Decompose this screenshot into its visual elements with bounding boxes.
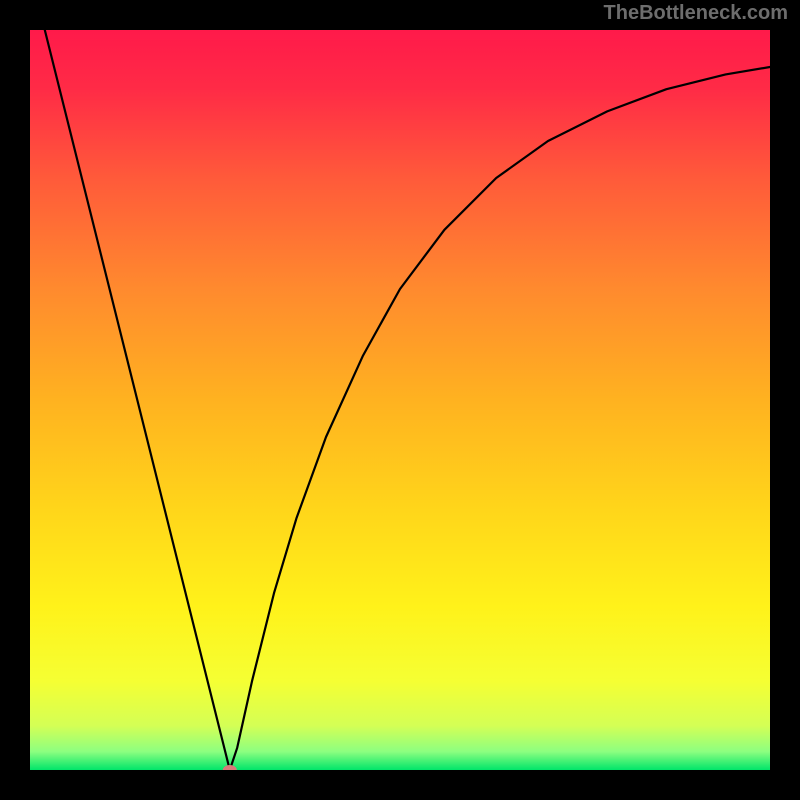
gradient-background [30,30,770,770]
chart-container: TheBottleneck.com [0,0,800,800]
plot-area [30,30,770,770]
chart-svg [30,30,770,770]
watermark-text: TheBottleneck.com [604,2,788,25]
